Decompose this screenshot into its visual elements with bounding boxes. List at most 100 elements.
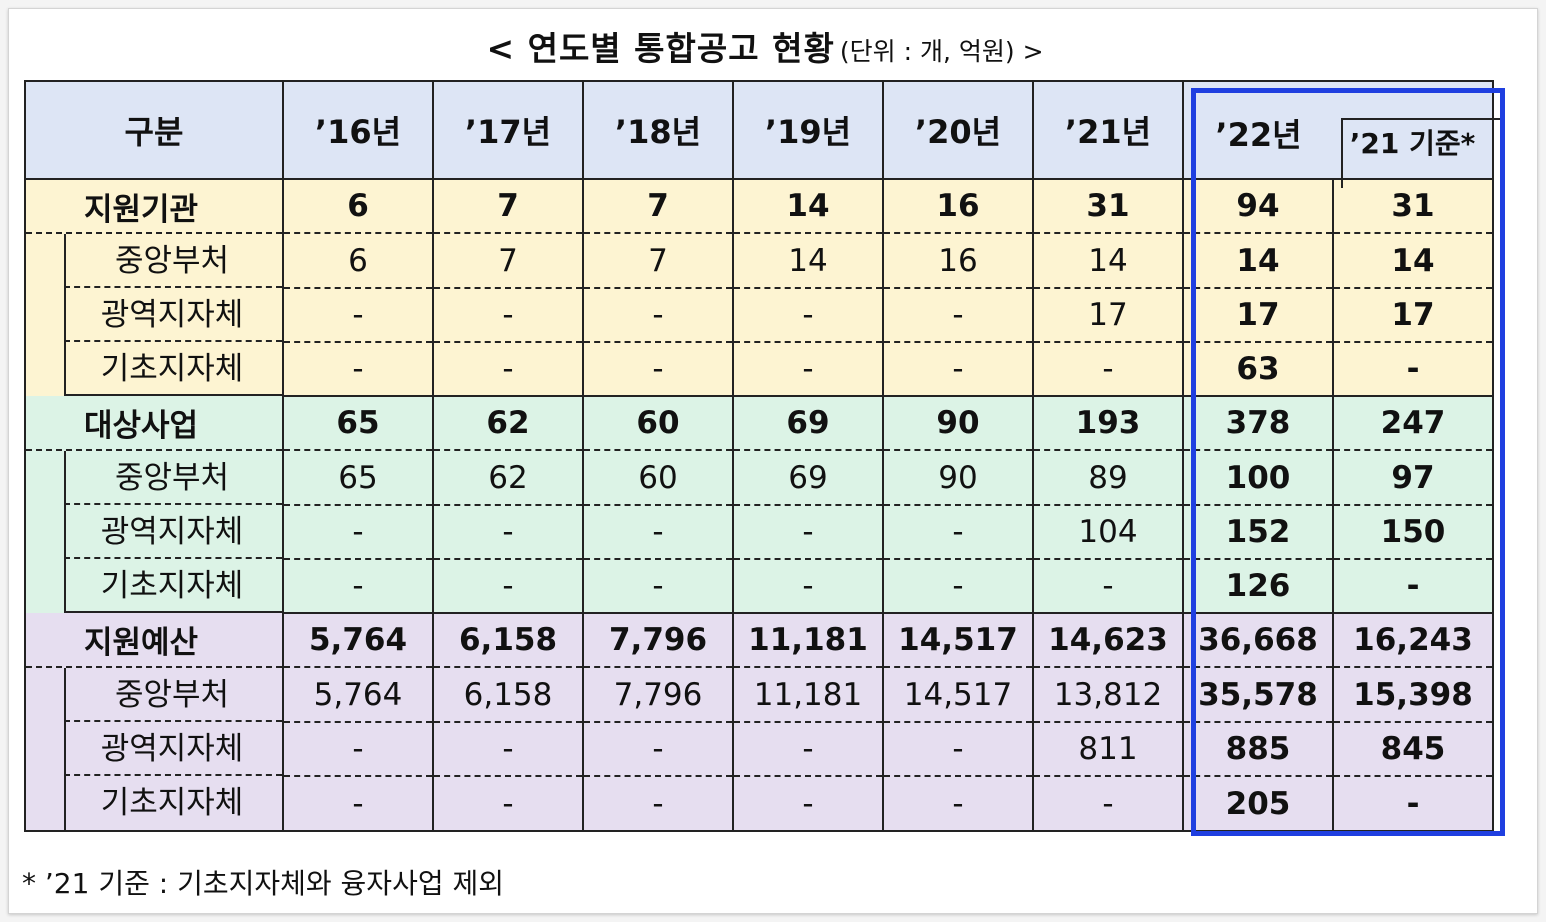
- table-row: 중앙부처 5,764 6,158 7,796 11,181 14,517 13,…: [25, 667, 1493, 723]
- table-cell: 7: [432, 233, 583, 289]
- table-cell: -: [732, 288, 883, 343]
- table-cell: 14,623: [1032, 613, 1183, 668]
- row-label: 광역지자체: [25, 722, 283, 776]
- header-2022: ’22년: [1182, 81, 1333, 180]
- table-row: 중앙부처 65 62 60 69 90 89 100 97: [25, 450, 1493, 506]
- table-cell: -: [582, 505, 733, 560]
- row-label: 광역지자체: [25, 288, 283, 342]
- table-cell: -: [732, 505, 883, 560]
- row-label-text: 광역지자체: [64, 505, 282, 559]
- table-cell: 65: [282, 450, 433, 506]
- table-cell: -: [882, 342, 1033, 397]
- header-row: 구분 ’16년 ’17년 ’18년 ’19년 ’20년 ’21년 ’22년 ’2…: [25, 81, 1493, 180]
- table-cell: 16: [882, 179, 1033, 234]
- table-cell: 31: [1332, 179, 1493, 234]
- table-cell: -: [1032, 559, 1183, 614]
- table-cell: -: [732, 342, 883, 397]
- table-cell: -: [582, 288, 733, 343]
- row-label-text: 광역지자체: [64, 288, 282, 342]
- table-cell: 90: [882, 450, 1033, 506]
- table-cell: -: [432, 505, 583, 560]
- table-cell: -: [282, 505, 433, 560]
- table-cell: 11,181: [732, 667, 883, 723]
- table-cell: -: [1332, 559, 1493, 614]
- table-cell: 845: [1332, 722, 1493, 777]
- table-cell: -: [882, 559, 1033, 614]
- table-title-unit: (단위 : 개, 억원) >: [839, 37, 1044, 66]
- row-label: 중앙부처: [25, 667, 283, 722]
- table-cell: 17: [1182, 288, 1333, 343]
- header-2021: ’21년: [1032, 81, 1183, 180]
- table-cell: 14: [1032, 233, 1183, 289]
- table-cell: 14,517: [882, 613, 1033, 668]
- table-cell: 7,796: [582, 613, 733, 668]
- table-cell: 5,764: [282, 667, 433, 723]
- table-row: 중앙부처 6 7 7 14 16 14 14 14: [25, 233, 1493, 289]
- table-cell: 13,812: [1032, 667, 1183, 723]
- table-title-main: < 연도별 통합공고 현황: [486, 29, 835, 68]
- header-2019: ’19년: [732, 81, 883, 180]
- table-row: 지원기관 6 7 7 14 16 31 94 31: [25, 179, 1493, 234]
- table-row: 기초지자체 - - - - - - 205 -: [25, 776, 1493, 831]
- table-cell: 63: [1182, 342, 1333, 397]
- header-2017: ’17년: [432, 81, 583, 180]
- table-cell: 89: [1032, 450, 1183, 506]
- table-cell: -: [282, 722, 433, 777]
- table-cell: 6: [282, 233, 433, 289]
- footnote: * ’21 기준 : 기초지자체와 융자사업 제외: [22, 867, 505, 900]
- header-2021-basis: ’21 기준*: [1333, 81, 1493, 180]
- row-label: 대상사업: [25, 396, 283, 451]
- table-cell: 152: [1182, 505, 1333, 560]
- table-cell: 14: [732, 233, 883, 289]
- table-cell: 36,668: [1182, 613, 1333, 668]
- table-cell: 193: [1032, 396, 1183, 451]
- row-label: 지원기관: [25, 179, 283, 234]
- table-cell: -: [582, 776, 733, 831]
- table-row: 기초지자체 - - - - - - 126 -: [25, 559, 1493, 614]
- table-cell: -: [582, 342, 733, 397]
- table-cell: -: [432, 722, 583, 777]
- table-cell: -: [882, 505, 1033, 560]
- table-cell: 62: [432, 396, 583, 451]
- table-cell: 14: [1182, 233, 1333, 289]
- row-label: 지원예산: [25, 613, 283, 668]
- table-cell: 17: [1332, 288, 1493, 343]
- row-label: 기초지자체: [25, 342, 283, 396]
- table-cell: -: [1032, 342, 1183, 397]
- table-cell: 35,578: [1182, 667, 1333, 723]
- table-row: 기초지자체 - - - - - - 63 -: [25, 342, 1493, 397]
- table-cell: -: [282, 559, 433, 614]
- table-cell: -: [282, 776, 433, 831]
- table-cell: -: [432, 342, 583, 397]
- table-cell: -: [432, 559, 583, 614]
- table-cell: 6: [282, 179, 433, 234]
- table-row: 광역지자체 - - - - - 811 885 845: [25, 722, 1493, 777]
- table-cell: -: [732, 722, 883, 777]
- table-cell: -: [1332, 776, 1493, 831]
- yearly-announcement-table: 구분 ’16년 ’17년 ’18년 ’19년 ’20년 ’21년 ’22년 ’2…: [24, 80, 1494, 832]
- table-cell: 100: [1182, 450, 1333, 506]
- table-cell: 6,158: [432, 667, 583, 723]
- table-cell: 7: [582, 233, 733, 289]
- table-cell: 14: [1332, 233, 1493, 289]
- table-cell: 60: [582, 396, 733, 451]
- table-cell: -: [432, 288, 583, 343]
- table-cell: 69: [732, 396, 883, 451]
- table-cell: -: [882, 288, 1033, 343]
- table-cell: 150: [1332, 505, 1493, 560]
- table-cell: 65: [282, 396, 433, 451]
- table-cell: -: [882, 776, 1033, 831]
- header-2016: ’16년: [282, 81, 433, 180]
- table-cell: 104: [1032, 505, 1183, 560]
- table-cell: 16: [882, 233, 1033, 289]
- table-row: 광역지자체 - - - - - 104 152 150: [25, 505, 1493, 560]
- table-cell: 7: [432, 179, 583, 234]
- table-cell: 60: [582, 450, 733, 506]
- table-cell: 247: [1332, 396, 1493, 451]
- table-row: 지원예산 5,764 6,158 7,796 11,181 14,517 14,…: [25, 613, 1493, 668]
- table-cell: 31: [1032, 179, 1183, 234]
- table-cell: 5,764: [282, 613, 433, 668]
- table-cell: 17: [1032, 288, 1183, 343]
- table-cell: 16,243: [1332, 613, 1493, 668]
- table-cell: 15,398: [1332, 667, 1493, 723]
